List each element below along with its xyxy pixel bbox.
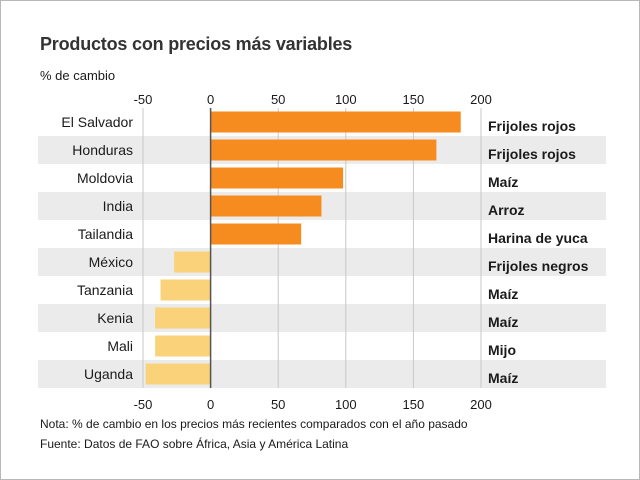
tick-label-top: 0 [207,92,214,107]
bar-india [210,195,322,217]
category-label: India [103,198,134,214]
tick-label-bottom: 0 [207,397,214,412]
bar-mali [155,335,211,357]
tick-label-top: 50 [271,92,285,107]
product-label: Arroz [488,202,525,218]
category-label: Honduras [72,142,133,158]
chart-note: Nota: % de cambio en los precios más rec… [40,417,468,431]
tick-label-bottom: 100 [335,397,357,412]
tick-label-bottom: 50 [271,397,285,412]
bar-kenia [155,307,211,329]
category-label: Tailandia [78,226,133,242]
tick-label-top: -50 [134,92,153,107]
category-label: Moldovia [77,170,133,186]
tick-label-bottom: 200 [470,397,492,412]
product-label: Frijoles rojos [488,146,576,162]
category-label: Tanzania [77,282,133,298]
category-label: El Salvador [61,114,133,130]
product-label: Maíz [488,286,518,302]
bar-tanzania [160,279,211,301]
row-stripe [38,304,606,332]
row-stripe [38,360,606,388]
row-stripe [38,248,606,276]
bar-méxico [174,251,211,273]
tick-label-top: 150 [403,92,425,107]
category-label: México [89,254,134,270]
bar-el-salvador [210,111,461,133]
product-label: Frijoles rojos [488,118,576,134]
product-label: Maíz [488,174,518,190]
category-label: Mali [107,338,133,354]
chart-source: Fuente: Datos de FAO sobre África, Asia … [40,437,349,451]
row-stripe [38,192,606,220]
chart-title: Productos con precios más variables [40,34,353,54]
tick-label-top: 100 [335,92,357,107]
category-label: Uganda [84,366,133,382]
product-label: Harina de yuca [488,230,588,246]
tick-label-bottom: 150 [403,397,425,412]
bar-moldovia [210,167,344,189]
bar-tailandia [210,223,302,245]
bar-honduras [210,139,437,161]
product-label: Frijoles negros [488,258,589,274]
tick-label-bottom: -50 [134,397,153,412]
product-label: Maíz [488,370,518,386]
product-label: Mijo [488,342,516,358]
bar-uganda [145,363,211,385]
tick-label-top: 200 [470,92,492,107]
axis-unit-label: % de cambio [40,68,116,83]
category-label: Kenia [97,310,133,326]
product-label: Maíz [488,314,518,330]
